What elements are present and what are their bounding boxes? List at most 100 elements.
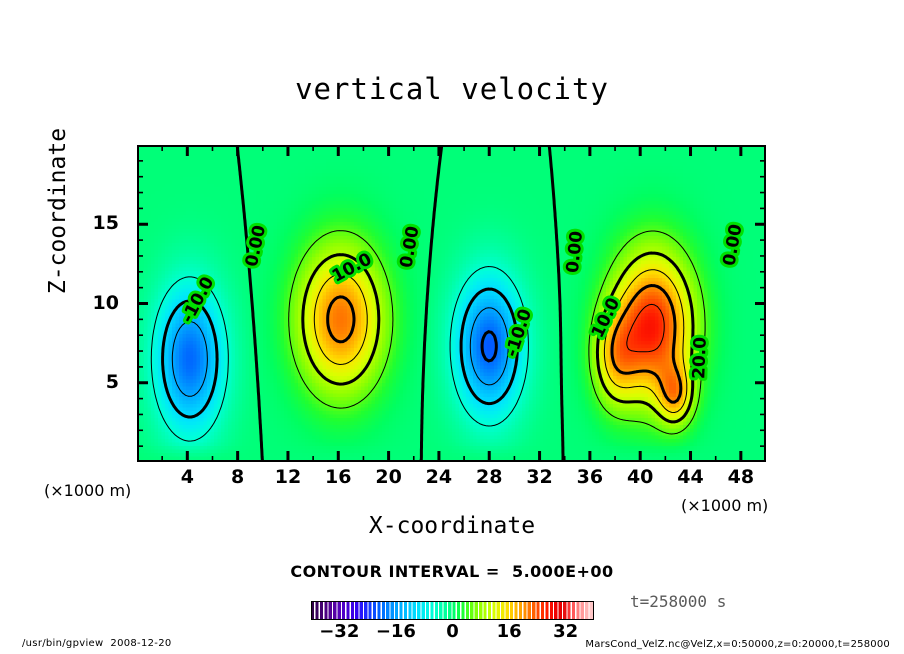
colorbar-band bbox=[417, 601, 421, 620]
colorbar-band bbox=[315, 601, 319, 620]
page-title: vertical velocity bbox=[295, 72, 609, 106]
contour-level--20 bbox=[480, 330, 498, 363]
colorbar-band bbox=[390, 601, 394, 620]
y-axis-unit: (×1000 m) bbox=[44, 481, 132, 500]
colorbar-tick-label: 16 bbox=[496, 621, 522, 642]
colorbar-band bbox=[430, 601, 434, 620]
colorbar-band bbox=[386, 601, 390, 620]
x-tick-label: 20 bbox=[375, 466, 402, 488]
colorbar-band bbox=[337, 601, 341, 620]
colorbar-band bbox=[399, 601, 403, 620]
colorbar-band bbox=[589, 601, 593, 620]
colorbar-band bbox=[580, 601, 584, 620]
contour-level-5 bbox=[288, 230, 706, 435]
contour-level-15 bbox=[313, 269, 688, 413]
colorbar-tick-label: 32 bbox=[553, 621, 579, 642]
colorbar-band bbox=[425, 601, 430, 620]
colorbar-band bbox=[501, 601, 505, 620]
colorbar-band bbox=[443, 601, 447, 620]
x-tick-label: 16 bbox=[325, 466, 352, 488]
colorbar-band bbox=[381, 601, 385, 620]
colorbar-band bbox=[403, 601, 408, 620]
contour-lines bbox=[150, 145, 766, 462]
colorbar-band bbox=[324, 601, 328, 620]
colorbar-band bbox=[487, 601, 492, 620]
contour-level-10 bbox=[301, 251, 695, 424]
colorbar-band bbox=[540, 601, 545, 620]
colorbar-band bbox=[509, 601, 514, 620]
colorbar-band bbox=[492, 601, 496, 620]
colorbar-tick-label: −16 bbox=[375, 621, 416, 642]
colorbar-band bbox=[350, 601, 355, 620]
colorbar-band bbox=[465, 601, 469, 620]
colorbar bbox=[311, 601, 594, 620]
x-tick-label: 8 bbox=[231, 466, 245, 488]
colorbar-band bbox=[483, 601, 487, 620]
colorbar-band bbox=[585, 601, 589, 620]
colorbar-band bbox=[571, 601, 576, 620]
colorbar-band bbox=[355, 601, 359, 620]
contour-level-25 bbox=[626, 303, 665, 353]
contour-plot-svg: 0.000.00 0.000.00 0.000.00 0.000.00-10.0-10… bbox=[137, 145, 766, 462]
y-tick-label: 15 bbox=[92, 212, 119, 235]
colorbar-band bbox=[434, 601, 439, 620]
colorbar-band bbox=[523, 601, 527, 620]
colorbar-band bbox=[532, 601, 536, 620]
colorbar-band bbox=[408, 601, 412, 620]
contour-label: 0.000.00 bbox=[560, 227, 590, 277]
contour-level-20 bbox=[326, 284, 683, 404]
x-tick-label: 32 bbox=[526, 466, 553, 488]
colorbar-band bbox=[452, 601, 456, 620]
x-tick-label: 48 bbox=[727, 466, 755, 488]
y-tick-label: 5 bbox=[105, 370, 119, 393]
y-tick-label: 10 bbox=[92, 291, 119, 314]
colorbar-band bbox=[346, 601, 350, 620]
x-tick-label: 40 bbox=[626, 466, 654, 488]
x-axis-unit: (×1000 m) bbox=[681, 496, 769, 515]
colorbar-band bbox=[368, 601, 372, 620]
contour-level--5 bbox=[150, 266, 529, 442]
colorbar-band bbox=[518, 601, 523, 620]
field-raster bbox=[137, 145, 766, 462]
contour-interval-label: CONTOUR INTERVAL = 5.000E+00 bbox=[290, 562, 614, 581]
colorbar-band bbox=[319, 601, 324, 620]
footer-dataset: MarsCond_VelZ.nc@VelZ,x=0:50000,z=0:2000… bbox=[585, 639, 890, 650]
colorbar-band bbox=[311, 601, 315, 620]
x-tick-label: 12 bbox=[274, 466, 302, 488]
contour-level--15 bbox=[171, 307, 509, 397]
colorbar-band bbox=[549, 601, 553, 620]
colorbar-band bbox=[395, 601, 399, 620]
x-tick-label: 36 bbox=[576, 466, 604, 488]
colorbar-band bbox=[496, 601, 500, 620]
axis-ticks bbox=[137, 145, 766, 462]
colorbar-band bbox=[359, 601, 363, 620]
colorbar-band bbox=[474, 601, 478, 620]
x-tick-label: 28 bbox=[476, 466, 503, 488]
contour-plot: 0.00 0.00 0.00 0.00 0.00 0.00 0.00 0.00 -10.0 -10… bbox=[137, 145, 766, 462]
x-tick-label: 44 bbox=[677, 466, 704, 488]
colorbar-band bbox=[448, 601, 452, 620]
colorbar-band bbox=[421, 601, 425, 620]
colorbar-band bbox=[439, 601, 443, 620]
y-axis-label: Z-coordinate bbox=[45, 127, 71, 295]
colorbar-band bbox=[377, 601, 381, 620]
colorbar-band bbox=[567, 601, 571, 620]
colorbar-band bbox=[412, 601, 416, 620]
colorbar-band bbox=[514, 601, 518, 620]
colorbar-band bbox=[536, 601, 540, 620]
contour-label: 20.020.0 bbox=[686, 334, 713, 383]
footer-command: /usr/bin/gpview 2008-12-20 bbox=[22, 638, 172, 649]
x-tick-label: 4 bbox=[180, 466, 194, 488]
x-tick-label: 24 bbox=[425, 466, 453, 488]
colorbar-band bbox=[576, 601, 580, 620]
colorbar-svg bbox=[311, 601, 594, 620]
timestamp-label: t=258000 s bbox=[630, 592, 727, 611]
colorbar-band bbox=[470, 601, 474, 620]
colorbar-band bbox=[341, 601, 346, 620]
colorbar-tick-label: 0 bbox=[446, 621, 459, 642]
colorbar-band bbox=[545, 601, 549, 620]
colorbar-band bbox=[461, 601, 465, 620]
colorbar-band bbox=[558, 601, 562, 620]
colorbar-band bbox=[554, 601, 558, 620]
x-axis-label: X-coordinate bbox=[368, 513, 536, 539]
